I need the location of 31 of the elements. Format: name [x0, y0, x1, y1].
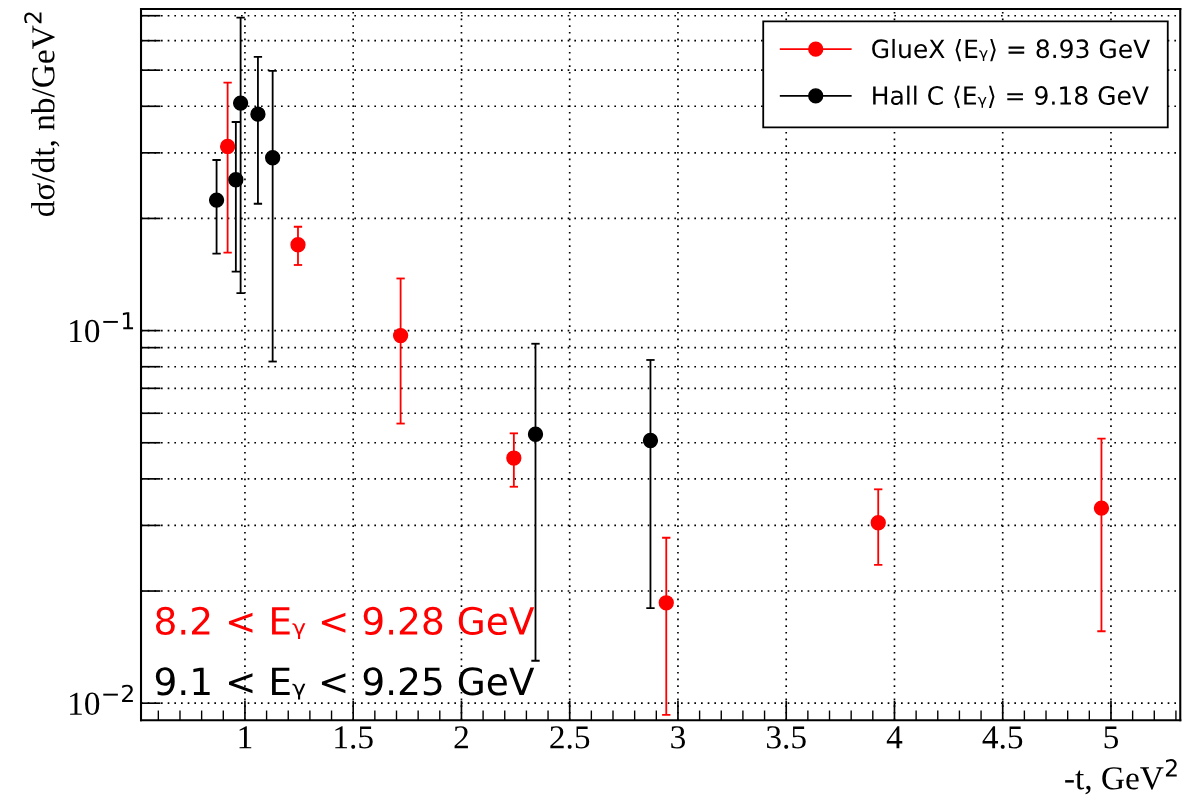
point — [506, 450, 522, 466]
point — [219, 138, 236, 155]
legend-label: Hall C ⟨Eᵧ⟩ = 9.18 GeV — [873, 85, 1149, 108]
point — [208, 192, 225, 208]
x-axis-title: -t, GeV$^{2}$ — [1065, 759, 1177, 795]
point — [265, 150, 281, 166]
x-tick-label: 3.5 — [766, 726, 806, 749]
x-tick-label: 4 — [886, 726, 903, 749]
point — [228, 172, 244, 188]
point — [658, 595, 674, 611]
point — [870, 515, 886, 531]
point — [290, 237, 306, 253]
annotation: 9.1 < Eᵧ < 9.25 GeV — [155, 667, 535, 700]
point — [1093, 500, 1110, 516]
x-tick-label: 1 — [239, 726, 252, 749]
x-tick-label: 5 — [1104, 726, 1119, 749]
point — [642, 432, 659, 449]
point — [232, 95, 249, 111]
y-axis-title: dσ/dt, nb/GeV$^{2}$ — [24, 12, 60, 217]
y-tick-label: 10$^{−2}$ — [70, 684, 133, 716]
point — [392, 327, 409, 344]
point — [250, 106, 266, 122]
y-tick-label: 10$^{−1}$ — [70, 312, 134, 343]
x-tick-label: 1.5 — [335, 726, 373, 749]
point — [527, 426, 544, 442]
x-tick-label: 4.5 — [982, 726, 1023, 749]
annotation: 8.2 < Eᵧ < 9.28 GeV — [156, 606, 535, 640]
x-tick-label: 2 — [454, 726, 468, 749]
x-tick-label: 3 — [671, 726, 685, 749]
legend-label: GlueX ⟨Eᵧ⟩ = 8.93 GeV — [872, 38, 1151, 62]
x-tick-label: 2.5 — [550, 726, 590, 749]
